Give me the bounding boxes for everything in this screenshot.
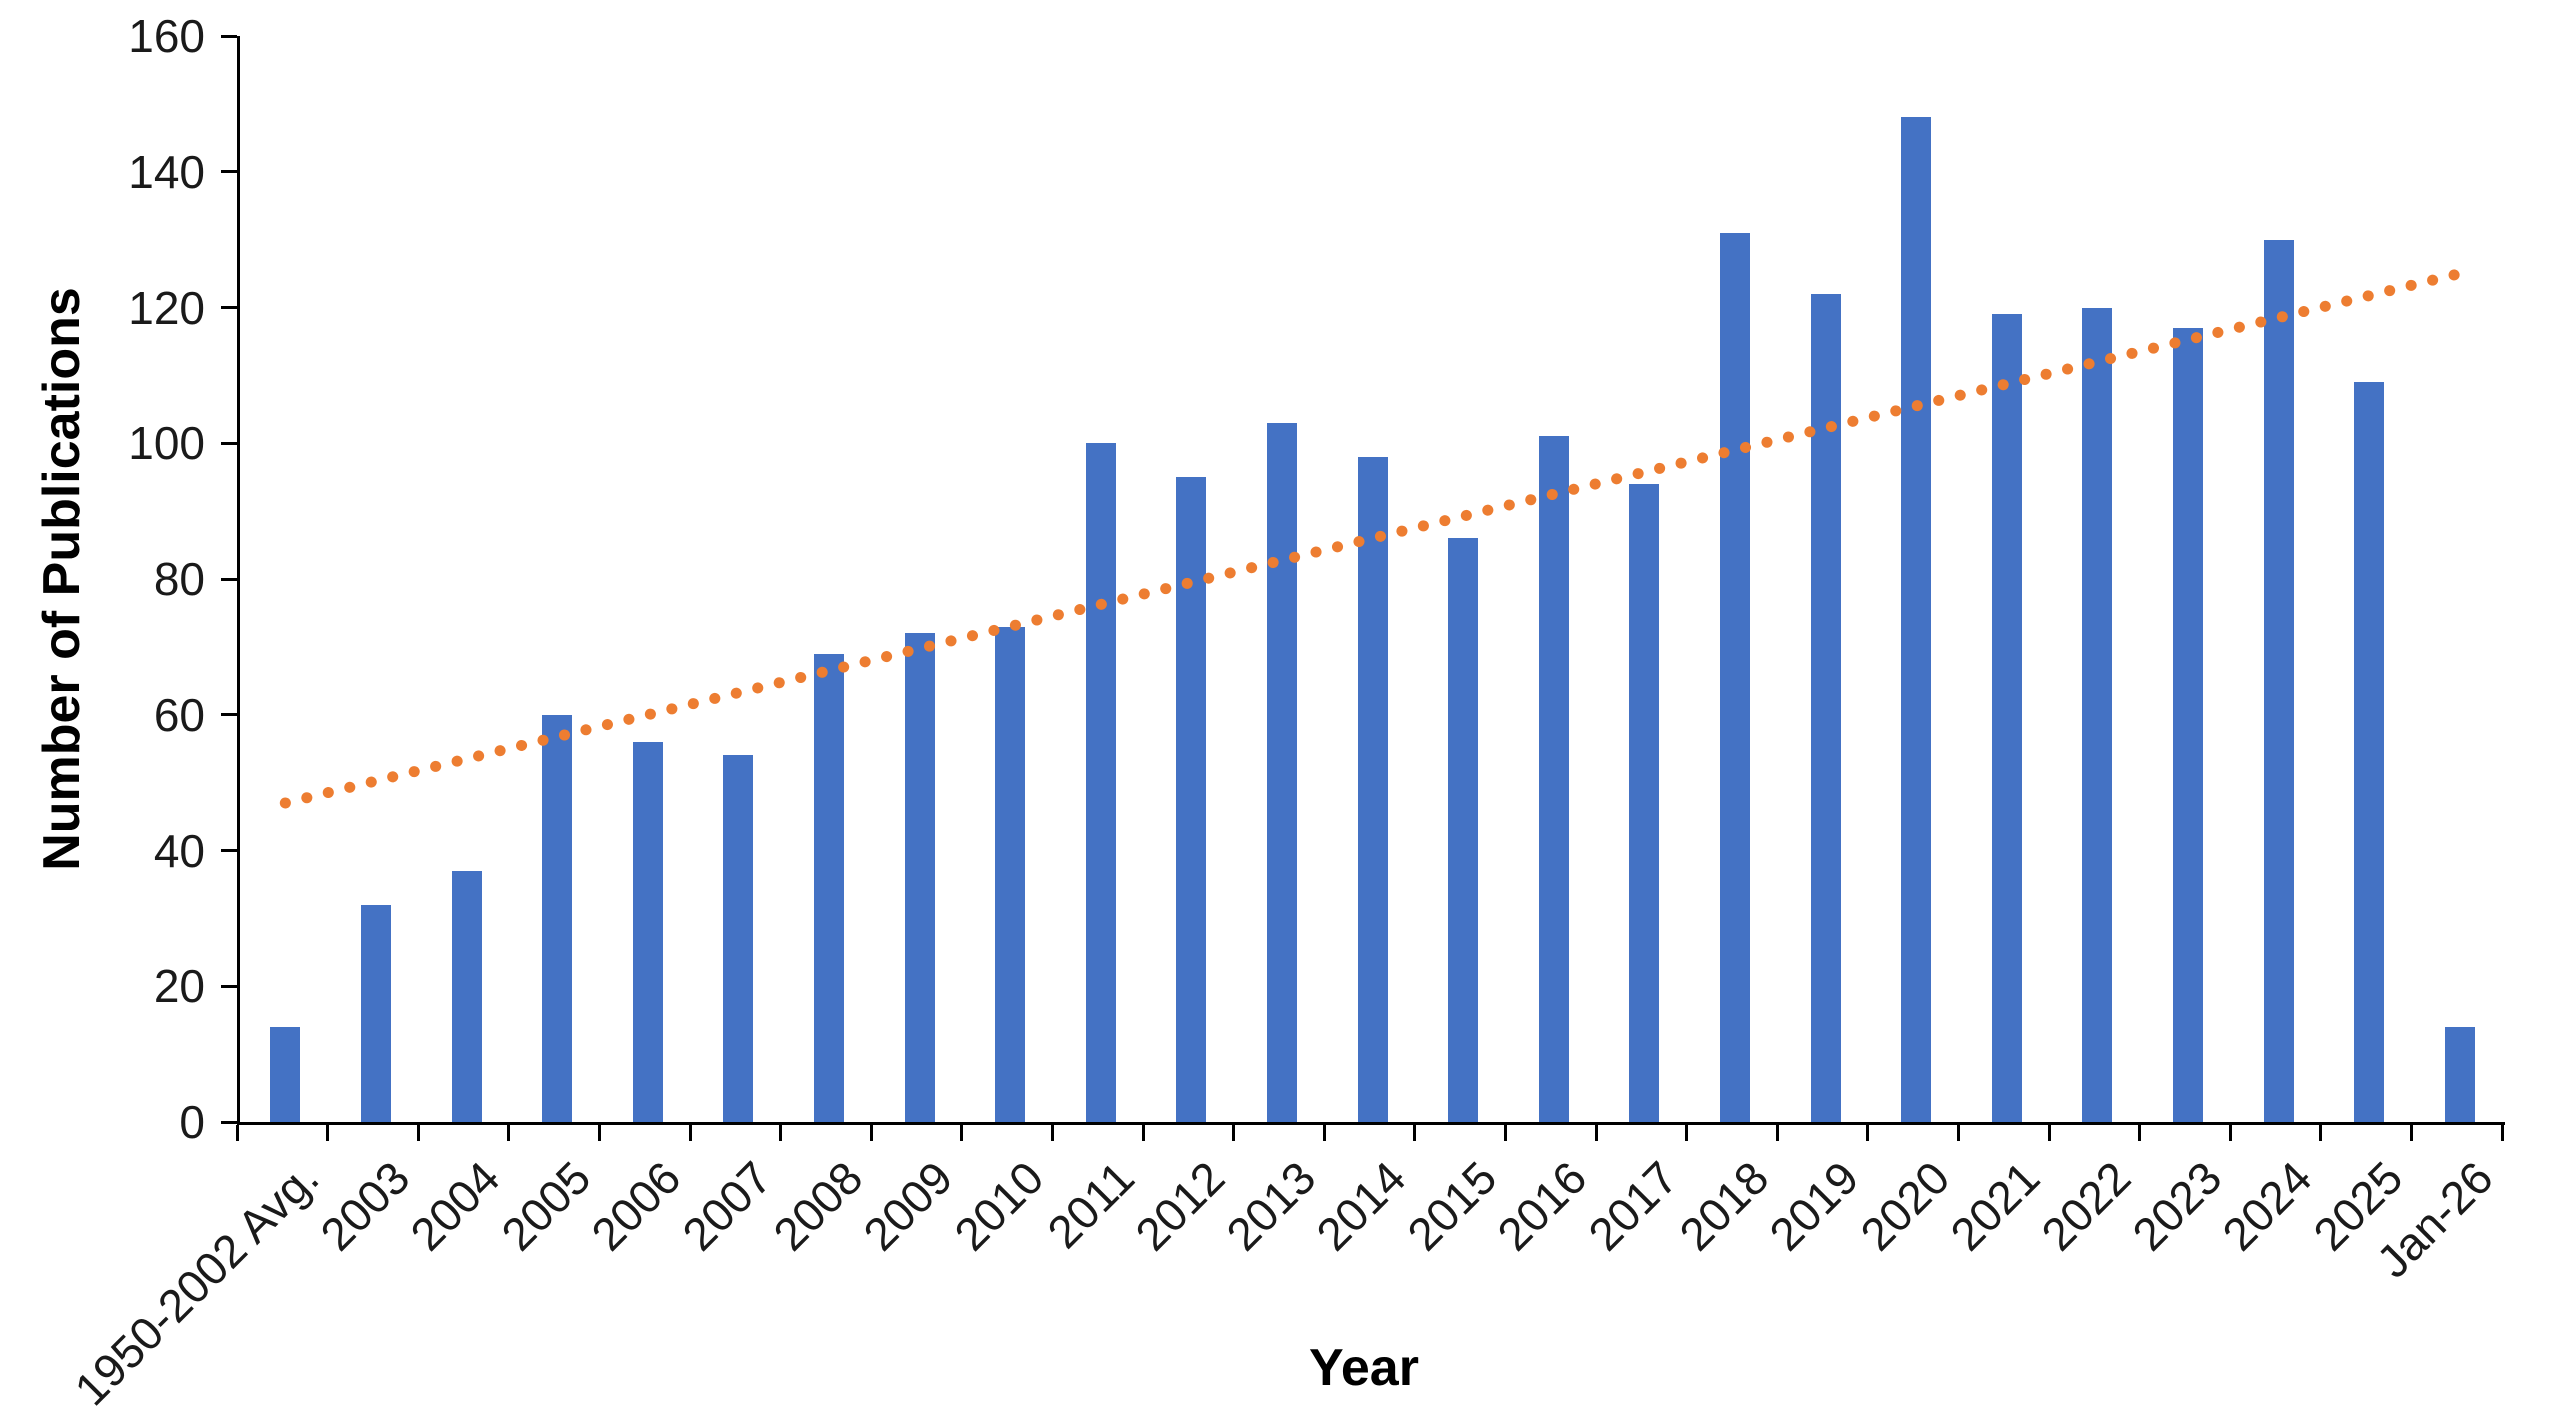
x-tick-label-2008: 2008 (762, 1151, 872, 1261)
bar-2023 (2172, 327, 2203, 1122)
x-tick-mark-10 (1141, 1125, 1145, 1141)
x-tick-mark-23 (2319, 1125, 2323, 1141)
y-tick-mark-160 (221, 34, 237, 38)
trendline-path (279, 268, 2466, 809)
x-tick-label-2018: 2018 (1668, 1151, 1778, 1261)
x-tick-mark-12 (1322, 1125, 1326, 1141)
x-tick-label-2007: 2007 (672, 1151, 782, 1261)
y-tick-mark-60 (221, 713, 237, 717)
bar-2018 (1719, 232, 1750, 1122)
bar-2005 (542, 714, 573, 1122)
x-tick-label-2021: 2021 (1940, 1151, 2050, 1261)
x-tick-mark-25 (2500, 1125, 2504, 1141)
bar-2020 (1901, 117, 1932, 1122)
x-tick-mark-11 (1232, 1125, 1236, 1141)
bar-2019 (1810, 293, 1841, 1122)
x-tick-label-2022: 2022 (2031, 1151, 2141, 1261)
x-tick-mark-17 (1775, 1125, 1779, 1141)
x-tick-label-2019: 2019 (1759, 1151, 1869, 1261)
x-tick-label-2006: 2006 (581, 1151, 691, 1261)
x-tick-mark-24 (2409, 1125, 2413, 1141)
x-tick-mark-9 (1050, 1125, 1054, 1141)
x-tick-label-2017: 2017 (1578, 1151, 1688, 1261)
bar-2015 (1448, 538, 1479, 1122)
bar-2017 (1629, 483, 1660, 1122)
y-tick-mark-0 (221, 1120, 237, 1124)
x-tick-label-2020: 2020 (1850, 1151, 1960, 1261)
y-tick-label-140: 140 (128, 145, 205, 198)
bar-jan-26 (2444, 1026, 2475, 1122)
x-tick-label-2010: 2010 (944, 1151, 1054, 1261)
x-tick-label-2012: 2012 (1125, 1151, 1235, 1261)
x-tick-mark-8 (960, 1125, 964, 1141)
x-tick-mark-20 (2047, 1125, 2051, 1141)
x-tick-mark-6 (779, 1125, 783, 1141)
bar-2025 (2354, 382, 2385, 1122)
x-tick-mark-16 (1685, 1125, 1689, 1141)
x-tick-mark-15 (1594, 1125, 1598, 1141)
bar-2016 (1538, 436, 1569, 1122)
bar-2007 (723, 755, 754, 1122)
bar-2024 (2263, 239, 2294, 1122)
x-tick-label-2024: 2024 (2212, 1151, 2322, 1261)
x-tick-mark-3 (507, 1125, 511, 1141)
bar-2022 (2082, 307, 2113, 1122)
bar-1950-2002-avg (270, 1026, 301, 1122)
x-tick-label-2011: 2011 (1037, 1151, 1144, 1259)
y-tick-mark-120 (221, 306, 237, 309)
y-tick-label-0: 0 (179, 1096, 205, 1148)
x-tick-label-2004: 2004 (400, 1151, 510, 1261)
x-tick-mark-18 (1866, 1125, 1870, 1141)
x-tick-label-2009: 2009 (853, 1151, 963, 1261)
y-tick-mark-100 (221, 441, 237, 445)
y-tick-label-20: 20 (153, 960, 205, 1013)
x-tick-label-2005: 2005 (491, 1151, 601, 1261)
y-tick-label-80: 80 (153, 553, 205, 605)
x-tick-mark-19 (1956, 1125, 1960, 1141)
y-tick-label-120: 120 (128, 281, 205, 334)
x-tick-mark-7 (869, 1125, 873, 1141)
x-tick-label-2023: 2023 (2121, 1151, 2231, 1261)
trendline-dotted (279, 268, 2466, 809)
bar-2009 (904, 633, 935, 1122)
y-tick-label-100: 100 (128, 417, 205, 470)
bar-2021 (1991, 314, 2022, 1122)
x-tick-mark-2 (416, 1125, 420, 1141)
bar-2013 (1266, 422, 1297, 1122)
x-tick-label-2016: 2016 (1487, 1151, 1597, 1261)
x-axis-title: Year (1309, 1339, 1419, 1397)
x-tick-label-1950-2002-avg: 1950-2002 Avg. (64, 1151, 329, 1412)
x-tick-label-2015: 2015 (1397, 1151, 1507, 1261)
bar-2011 (1085, 443, 1116, 1122)
bar-2006 (632, 741, 663, 1122)
x-tick-label-2013: 2013 (1215, 1151, 1325, 1261)
bar-2014 (1357, 456, 1388, 1122)
y-tick-mark-20 (221, 984, 237, 988)
y-tick-label-40: 40 (153, 824, 205, 877)
y-tick-label-160: 160 (128, 10, 205, 62)
bar-2003 (360, 904, 391, 1122)
x-tick-mark-14 (1503, 1125, 1507, 1141)
x-tick-label-2014: 2014 (1306, 1151, 1416, 1261)
y-tick-mark-80 (221, 577, 237, 581)
bar-2004 (451, 870, 482, 1122)
x-tick-label-2003: 2003 (309, 1151, 419, 1261)
bar-2008 (813, 653, 844, 1122)
y-tick-mark-40 (221, 849, 237, 852)
plot-area (237, 36, 2505, 1125)
x-tick-mark-0 (235, 1125, 239, 1141)
x-tick-mark-5 (688, 1125, 692, 1141)
x-tick-mark-4 (597, 1125, 601, 1141)
bar-2010 (995, 626, 1026, 1122)
x-tick-mark-13 (1413, 1125, 1417, 1141)
x-tick-mark-21 (2138, 1125, 2142, 1141)
x-tick-mark-22 (2228, 1125, 2232, 1141)
x-tick-mark-1 (326, 1125, 330, 1141)
y-tick-mark-140 (221, 170, 237, 174)
y-tick-label-60: 60 (153, 688, 205, 741)
